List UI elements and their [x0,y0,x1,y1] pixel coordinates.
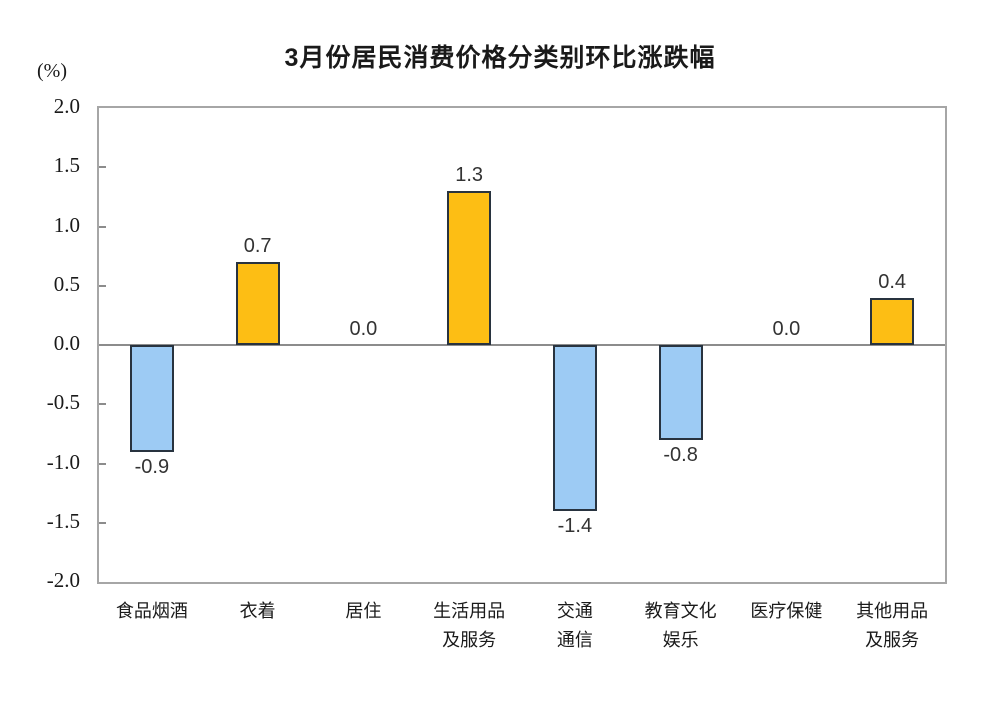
bar-value-label: 0.4 [878,270,907,293]
bar-5 [552,345,597,511]
y-axis-tick-labels: 2.0 1.5 1.0 0.5 0.0 -0.5 -1.0 -1.5 -2.0 [18,94,80,592]
y-tick-label: -1.0 [46,449,80,474]
y-axis-unit-label: (%) [37,60,67,82]
chart-title: 3月份居民消费价格分类别环比涨跌幅 [284,44,716,72]
y-tick-label: 0.5 [53,271,80,296]
x-category-label: 教育文化 娱乐 [644,601,717,650]
bar-value-label: -0.9 [134,455,170,478]
bar-8 [870,297,915,345]
bar-value-label: 0.0 [772,318,801,340]
bar-value-label: -0.8 [663,443,698,466]
y-tick-mark [99,225,106,228]
bar-6 [658,345,703,440]
y-tick-mark [99,521,106,524]
y-tick-mark [99,403,106,406]
bar-value-label: -1.4 [557,514,593,537]
y-tick-label: -0.5 [46,390,80,415]
y-tick-label: 0.0 [53,331,80,355]
y-tick-label: 1.0 [53,212,80,237]
x-category-label: 衣着 [239,601,276,621]
x-category-label: 食品烟酒 [115,601,188,621]
zero-baseline [99,344,945,346]
plot-area: -0.9 0.7 0.0 1.3 -1.4 -0.8 0.0 0.4 [97,106,947,584]
x-axis-category-labels: 食品烟酒 衣着 居住 生活用品 及服务 交通 通信 教育文化 娱乐 医疗保健 其他用品 及服务 [97,597,947,667]
bar-value-label: 0.7 [243,235,272,258]
x-category-label: 其他用品 及服务 [856,601,929,650]
x-category-label: 居住 [345,601,382,621]
bar-value-label: 1.3 [455,163,484,186]
bar-value-label: 0.0 [349,318,378,340]
y-tick-mark [99,284,106,287]
y-tick-label: 2.0 [53,94,80,118]
y-tick-label: -2.0 [46,568,80,592]
y-tick-label: -1.5 [46,508,80,533]
y-tick-mark [99,166,106,169]
x-category-label: 交通 通信 [556,601,593,650]
x-category-label: 医疗保健 [750,601,823,621]
bar-1 [129,345,174,452]
bar-2 [235,262,280,345]
x-category-label: 生活用品 及服务 [433,601,506,650]
y-tick-label: 1.5 [53,153,80,178]
y-tick-mark [99,462,106,465]
bar-4 [447,190,492,345]
